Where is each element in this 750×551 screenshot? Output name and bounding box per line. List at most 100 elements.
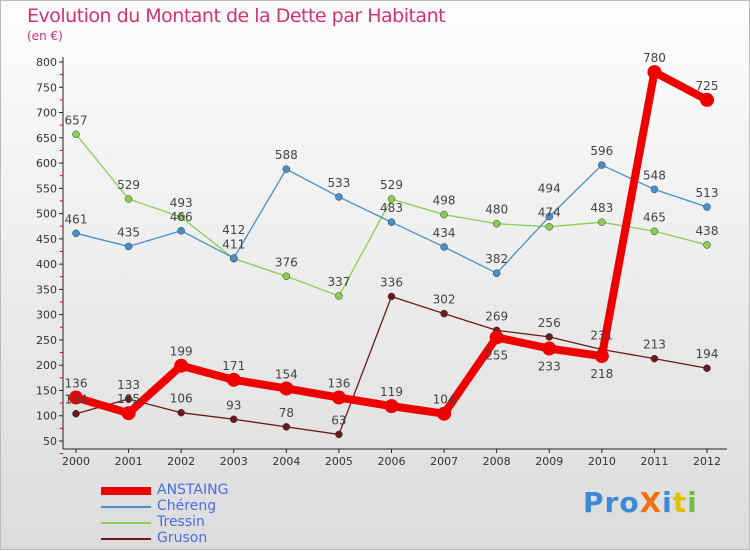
data-label: 93 <box>226 398 241 412</box>
y-tick-label: 500 <box>36 208 57 221</box>
x-tick-label: 2005 <box>325 455 353 468</box>
data-label: 529 <box>380 178 403 192</box>
data-label: 412 <box>222 223 245 237</box>
data-point <box>700 92 714 107</box>
data-point <box>124 242 133 251</box>
data-label: 119 <box>380 385 403 399</box>
data-point <box>124 195 133 203</box>
data-label: 154 <box>275 367 298 381</box>
data-point <box>545 333 553 341</box>
data-point <box>177 408 185 417</box>
legend-label: Tressin <box>157 514 205 530</box>
data-label: 194 <box>696 347 719 361</box>
data-label: 269 <box>485 309 508 323</box>
data-label: 63 <box>331 413 346 427</box>
data-point <box>177 227 185 235</box>
data-point <box>489 330 504 345</box>
x-tick-label: 2012 <box>693 455 721 468</box>
data-point <box>177 213 185 221</box>
data-point <box>387 195 396 203</box>
data-label: 435 <box>117 225 140 239</box>
legend-item-gruson: Gruson <box>101 531 207 546</box>
x-tick-label: 2000 <box>62 455 90 468</box>
data-label: 480 <box>485 203 508 217</box>
data-point <box>387 218 396 226</box>
data-label: 725 <box>696 79 719 93</box>
data-label: 78 <box>279 406 294 420</box>
y-tick-label: 400 <box>36 258 57 271</box>
data-label: 136 <box>327 377 350 391</box>
data-point <box>492 269 501 277</box>
data-label: 513 <box>696 186 719 200</box>
data-point <box>437 406 452 421</box>
data-point <box>72 409 80 418</box>
proxiti-logo: ProXiti <box>583 486 698 519</box>
data-label: 548 <box>643 168 666 182</box>
data-point <box>282 423 291 431</box>
data-label: 588 <box>275 148 298 162</box>
data-label: 302 <box>433 293 456 307</box>
x-tick-label: 2010 <box>588 455 616 468</box>
legend-item-tressin: Tressin <box>101 515 205 530</box>
y-tick-label: 600 <box>36 157 57 170</box>
y-tick-label: 800 <box>36 56 57 69</box>
data-label: 466 <box>170 210 193 224</box>
data-point <box>174 358 189 373</box>
chart-title: Evolution du Montant de la Dette par Hab… <box>27 5 446 27</box>
x-tick-label: 2002 <box>167 455 195 468</box>
data-point <box>598 161 606 169</box>
data-point <box>647 65 662 80</box>
data-point <box>650 227 659 236</box>
data-point <box>384 399 399 414</box>
data-point <box>335 193 343 201</box>
data-label: 529 <box>117 178 140 192</box>
data-label: 199 <box>170 345 193 359</box>
unit-label: (en €) <box>27 29 63 43</box>
data-point <box>545 212 553 221</box>
data-label: 218 <box>590 367 613 381</box>
data-label: 533 <box>327 176 350 190</box>
data-label: 255 <box>485 348 508 362</box>
data-point <box>387 292 396 301</box>
y-tick-label: 200 <box>36 359 57 372</box>
data-point <box>440 309 448 318</box>
y-tick-label: 450 <box>36 233 57 246</box>
data-point <box>121 406 136 421</box>
data-point <box>72 130 80 139</box>
data-label: 483 <box>590 201 613 215</box>
data-point <box>282 272 291 281</box>
data-label: 104 <box>65 393 88 407</box>
data-label: 256 <box>538 316 561 330</box>
x-tick-label: 2006 <box>378 455 406 468</box>
data-label: 434 <box>433 226 456 240</box>
data-point <box>650 185 659 194</box>
data-label: 465 <box>643 210 666 224</box>
y-tick-label: 250 <box>36 334 57 347</box>
data-point <box>335 430 343 439</box>
y-tick-label: 100 <box>36 410 57 423</box>
data-label: 105 <box>117 392 140 406</box>
data-point <box>650 354 659 363</box>
data-point <box>335 292 343 300</box>
data-label: 494 <box>538 182 561 196</box>
x-tick-label: 2007 <box>430 455 458 468</box>
data-label: 336 <box>380 275 403 289</box>
legend-label: Chéreng <box>157 498 217 514</box>
x-tick-label: 2003 <box>220 455 248 468</box>
data-label: 493 <box>170 196 193 210</box>
data-label: 657 <box>65 113 88 127</box>
data-label: 596 <box>590 144 613 158</box>
data-point <box>72 229 80 238</box>
data-label: 498 <box>433 194 456 208</box>
x-tick-label: 2004 <box>272 455 300 468</box>
data-label: 474 <box>538 206 561 220</box>
data-point <box>542 341 557 356</box>
data-point <box>226 372 241 387</box>
y-tick-label: 650 <box>36 132 57 145</box>
data-label: 171 <box>222 359 245 373</box>
data-point <box>492 219 501 228</box>
data-point <box>440 243 448 251</box>
x-tick-label: 2008 <box>483 455 511 468</box>
